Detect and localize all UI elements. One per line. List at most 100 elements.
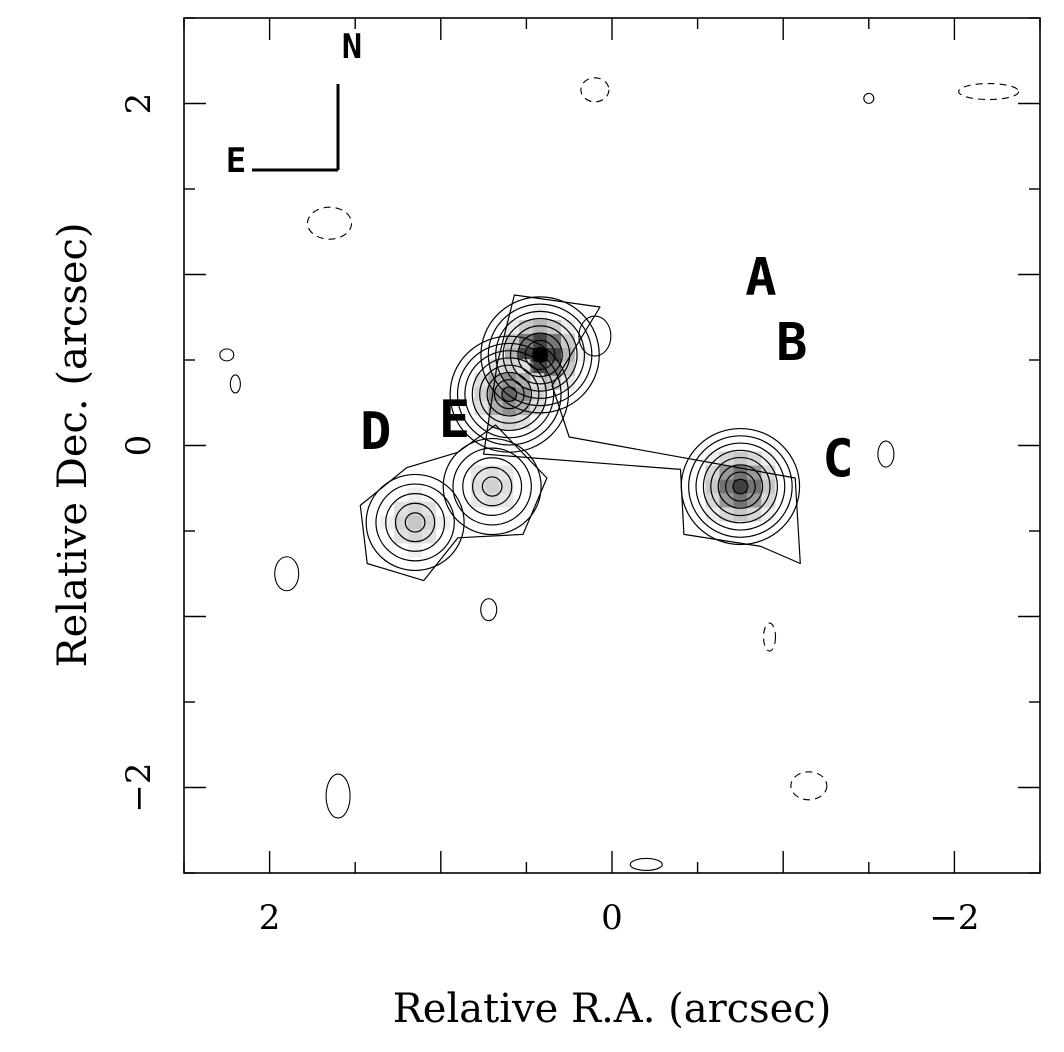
contour-ring-b xyxy=(493,379,525,410)
plot-frame xyxy=(183,17,1041,874)
contour-ring-d xyxy=(404,512,426,533)
image-pixel xyxy=(533,305,548,320)
contour-ring-e xyxy=(452,447,532,526)
contour-ring-c xyxy=(688,435,793,538)
contour-noise-negative xyxy=(580,77,610,103)
image-pixel xyxy=(705,493,720,508)
contour-ring-b xyxy=(486,371,533,417)
contour-noise xyxy=(325,773,351,819)
contour-ring-c xyxy=(717,464,764,509)
contour-ring-c xyxy=(725,471,756,502)
contour-ring-d xyxy=(385,493,446,552)
contour-lines xyxy=(219,77,1020,872)
component-label-d: D xyxy=(360,402,391,462)
image-pixel xyxy=(408,543,423,558)
contour-ring-a xyxy=(524,339,556,370)
image-pixel xyxy=(547,333,562,348)
y-tick-label: 2 xyxy=(119,93,159,115)
contour-noise-negative xyxy=(790,771,828,801)
image-pixel xyxy=(705,465,720,480)
component-label-a: A xyxy=(745,248,776,308)
contour-ring-d xyxy=(375,483,455,562)
image-pixel xyxy=(561,333,576,348)
x-axis-title: Relative R.A. (arcsec) xyxy=(393,986,832,1032)
image-pixel xyxy=(761,479,776,494)
contour-ring-a xyxy=(509,325,571,385)
contour-envelope-de xyxy=(359,424,548,582)
component-label-c: C xyxy=(822,429,853,489)
contour-ring-c xyxy=(732,478,749,495)
contour-ring-e xyxy=(481,476,503,497)
image-pixel xyxy=(761,451,776,466)
contour-ring-b xyxy=(479,364,540,424)
contour-noise xyxy=(229,374,241,394)
image-pixel xyxy=(747,479,762,494)
image-pixel xyxy=(719,479,734,494)
image-pixel xyxy=(422,515,437,530)
contour-noise xyxy=(480,598,498,622)
image-pixel xyxy=(499,479,514,494)
contour-ring-a xyxy=(487,303,593,407)
image-pixel xyxy=(747,493,762,508)
image-pixel xyxy=(530,387,545,402)
contour-ring-c xyxy=(710,456,771,517)
image-pixel xyxy=(733,507,748,522)
contour-ring-c xyxy=(702,449,778,524)
image-pixel xyxy=(474,387,489,402)
contour-ring-d xyxy=(394,502,436,543)
component-labels: ABC D E xyxy=(360,248,854,489)
axis-ticks: 2 0 −2 2 0 −2 xyxy=(119,17,1041,938)
image-pixel xyxy=(705,507,720,522)
contour-ring-c xyxy=(695,442,786,531)
image-pixel xyxy=(733,451,748,466)
contour-noise xyxy=(863,92,875,104)
contour-ring-e xyxy=(442,437,542,536)
contour-ring-e xyxy=(471,466,513,507)
image-pixel xyxy=(471,479,486,494)
y-tick-label: −2 xyxy=(119,762,159,812)
contour-noise xyxy=(629,857,663,872)
image-pixel xyxy=(408,515,423,530)
contour-ring-a xyxy=(517,332,563,378)
contour-envelope-abc xyxy=(483,294,801,565)
image-pixel xyxy=(761,493,776,508)
greyscale-image xyxy=(380,305,776,558)
image-pixel xyxy=(519,347,534,362)
image-pixel xyxy=(408,501,423,516)
image-pixel xyxy=(747,465,762,480)
contour-ring-e xyxy=(462,457,523,516)
plot-border xyxy=(183,17,1041,874)
north-label: N xyxy=(342,27,362,67)
x-tick-label: 0 xyxy=(601,898,623,938)
contour-noise xyxy=(219,348,235,362)
east-label: E xyxy=(226,141,246,181)
image-pixel xyxy=(436,515,451,530)
contour-ring-a xyxy=(502,318,578,392)
image-pixel xyxy=(408,529,423,544)
contour-noise-negative xyxy=(306,206,353,240)
image-pixel xyxy=(575,347,590,362)
contour-noise xyxy=(877,440,895,468)
image-pixel xyxy=(719,465,734,480)
contour-ring-b xyxy=(456,342,562,446)
image-pixel xyxy=(561,319,576,334)
component-label-e: E xyxy=(439,390,470,450)
image-pixel xyxy=(719,493,734,508)
contour-noise-negative xyxy=(958,82,1020,101)
image-pixel xyxy=(380,515,395,530)
image-pixel xyxy=(394,515,409,530)
y-axis-title: Relative Dec. (arcsec) xyxy=(50,222,96,667)
image-pixel xyxy=(705,479,720,494)
image-pixel xyxy=(474,401,489,416)
image-pixel xyxy=(408,487,423,502)
contour-ring-a xyxy=(495,310,586,399)
image-pixel xyxy=(761,507,776,522)
image-pixel xyxy=(505,319,520,334)
x-tick-label: −2 xyxy=(929,898,979,938)
image-pixel xyxy=(561,347,576,362)
contour-ring-b xyxy=(471,357,547,432)
image-pixel xyxy=(533,319,548,334)
compass-rose: NE xyxy=(226,27,362,181)
